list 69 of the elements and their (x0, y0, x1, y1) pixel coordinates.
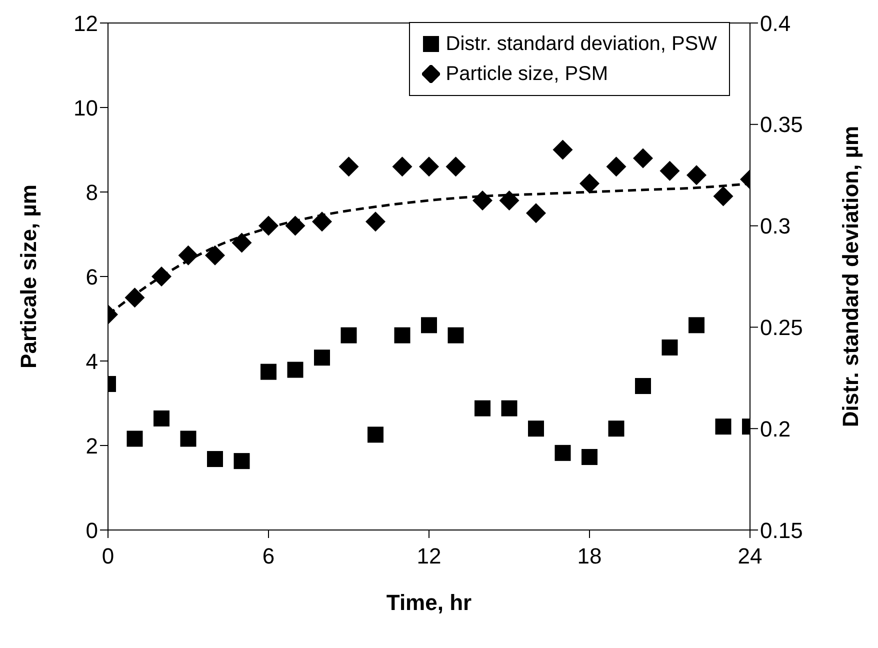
point (582, 448, 598, 465)
point (633, 148, 653, 168)
point (660, 160, 680, 181)
point (394, 327, 410, 344)
y2-tick-label: 0.2 (760, 416, 791, 442)
point (419, 156, 439, 177)
point (635, 378, 651, 394)
y-tick-label: 0 (86, 518, 98, 543)
point (340, 327, 357, 344)
point (608, 420, 624, 437)
point (285, 216, 306, 236)
y2-tick-label: 0.3 (760, 214, 791, 239)
y-tick-label: 2 (86, 433, 98, 458)
y2-tick-label: 0.35 (760, 112, 803, 138)
point (126, 430, 143, 447)
x-tick-label: 24 (738, 544, 762, 569)
point (686, 165, 706, 186)
x-tick-label: 18 (577, 544, 602, 569)
point (580, 174, 600, 194)
x-tick-label: 12 (416, 544, 442, 569)
point (526, 203, 546, 224)
point (501, 400, 518, 416)
x-tick-label: 0 (102, 544, 114, 569)
point (258, 216, 278, 236)
point (287, 362, 304, 378)
point (152, 266, 172, 286)
point (368, 426, 384, 443)
legend-label: Particle size, PSM (446, 62, 608, 87)
point (472, 190, 492, 210)
point (178, 245, 198, 266)
point (154, 410, 170, 426)
point (446, 156, 466, 177)
point (314, 350, 330, 366)
y2-axis-title: Distr. standard deviation, µm (838, 126, 863, 428)
point (392, 156, 412, 177)
y2-tick-label: 0.4 (760, 10, 791, 36)
point (234, 453, 250, 470)
point (205, 245, 225, 266)
point (474, 400, 490, 416)
point (448, 327, 464, 344)
point (499, 190, 520, 210)
y-tick-label: 6 (86, 264, 98, 290)
point (713, 186, 734, 206)
y-tick-label: 8 (86, 180, 98, 205)
point (662, 339, 678, 356)
y2-tick-label: 0.25 (760, 315, 803, 340)
y2-tick-label: 0.15 (760, 518, 803, 543)
x-axis-title: Time, hr (386, 590, 472, 615)
point (552, 140, 573, 160)
legend-label: Distr. standard deviation, PSW (446, 32, 717, 57)
point (528, 420, 544, 437)
point (260, 364, 276, 380)
point (338, 156, 359, 177)
x-tick-label: 6 (262, 544, 275, 569)
y-tick-label: 4 (86, 348, 98, 374)
y-axis-title: Particale size, µm (16, 184, 41, 368)
point (207, 451, 223, 468)
y-tick-label: 10 (74, 95, 98, 120)
point (554, 444, 571, 461)
point (606, 156, 626, 177)
point (688, 317, 704, 334)
point (421, 317, 437, 334)
point (180, 430, 196, 447)
point (232, 232, 252, 253)
point (366, 212, 386, 232)
point (124, 288, 145, 308)
point (715, 418, 732, 435)
y-tick-label: 12 (74, 10, 98, 36)
point (312, 212, 332, 232)
